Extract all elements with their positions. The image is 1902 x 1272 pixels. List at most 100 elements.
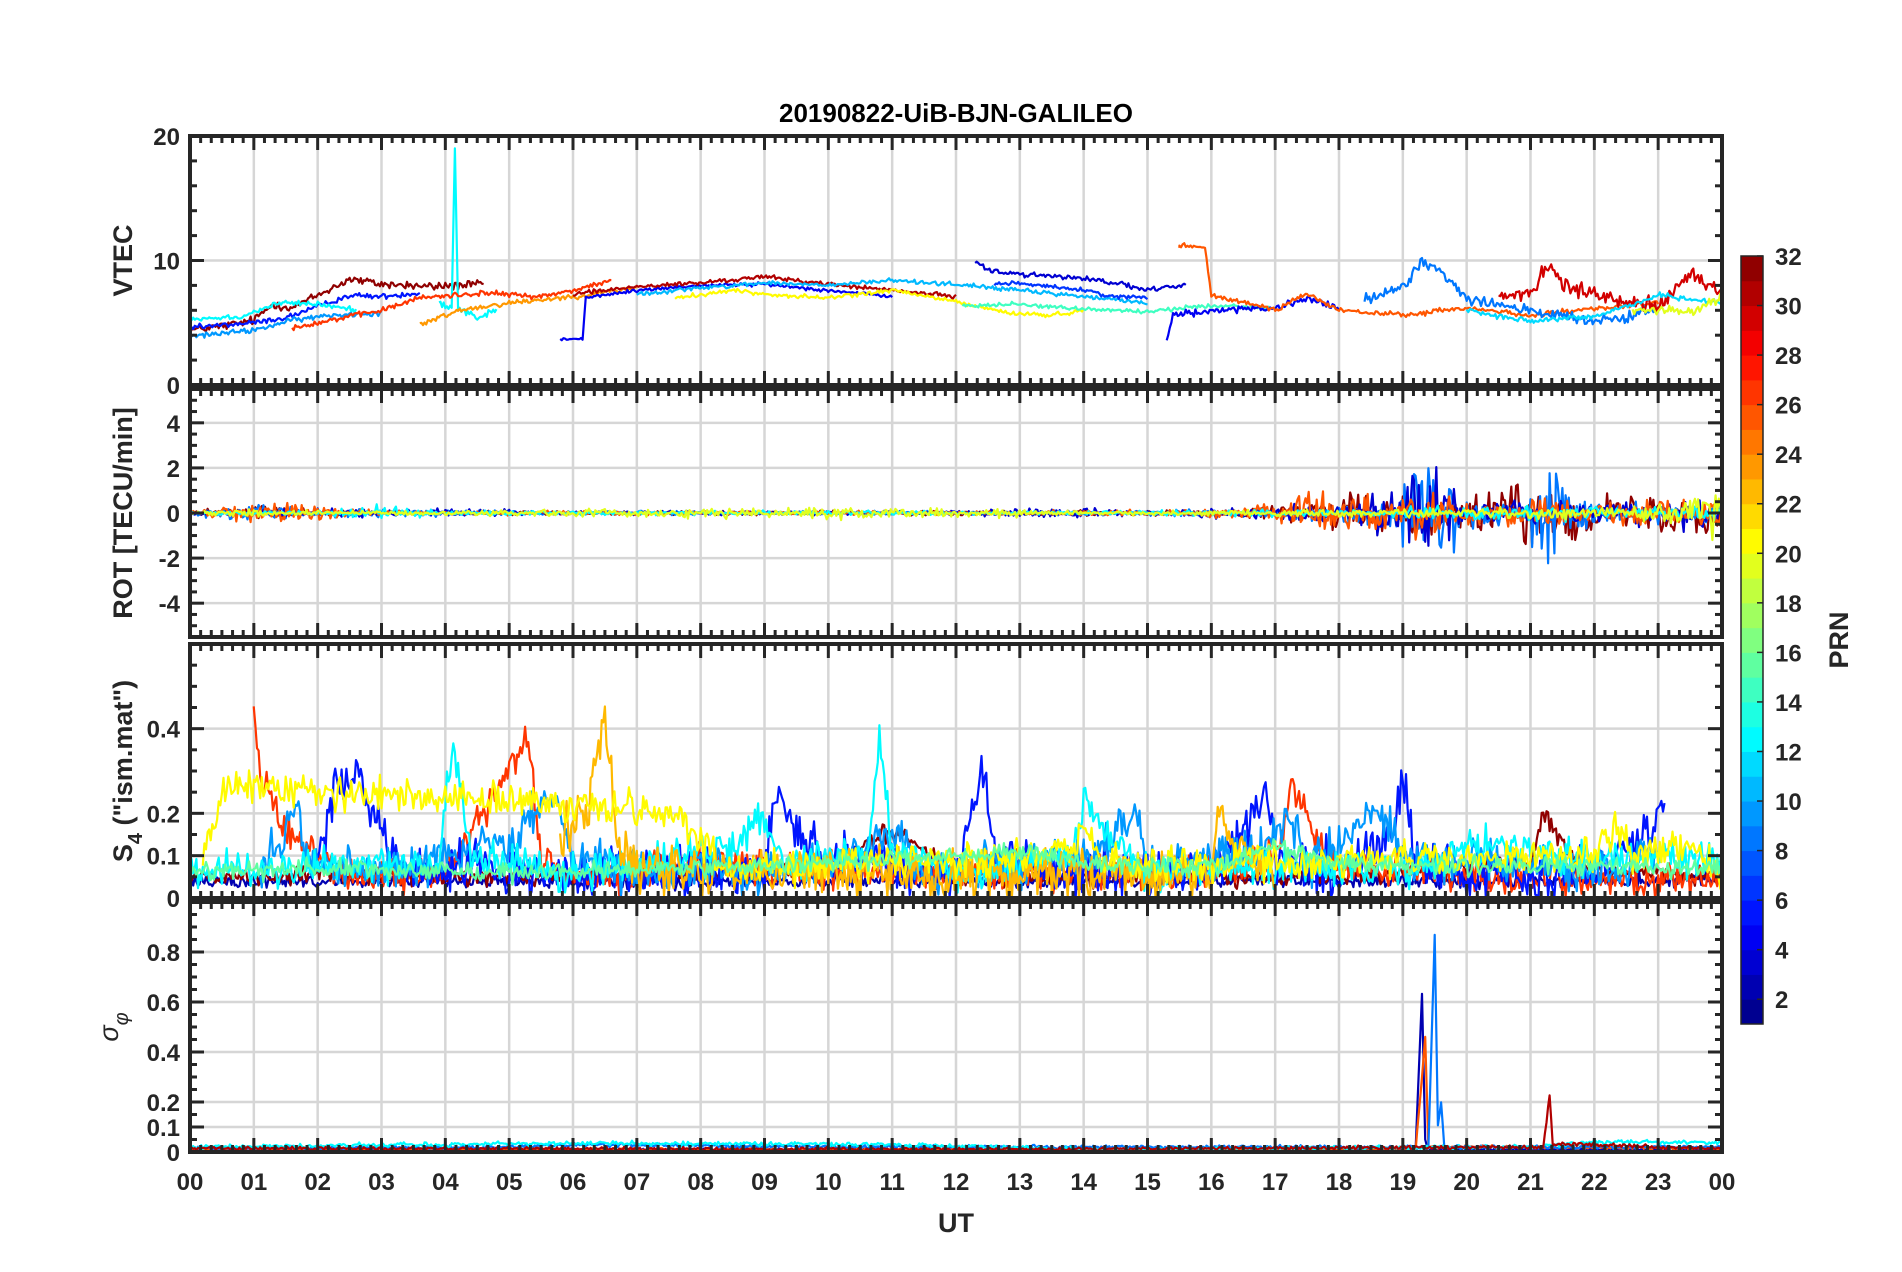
- x-tick-label: 11: [879, 1169, 904, 1196]
- y-tick-label: 20: [153, 124, 180, 151]
- colorbar-label: PRN: [1824, 611, 1854, 668]
- colorbar-tick-label: 26: [1775, 393, 1802, 420]
- colorbar-tick-label: 22: [1775, 492, 1802, 519]
- y-axis-label: ROT [TECU/min]: [108, 407, 138, 618]
- y-tick-label: -2: [159, 546, 180, 573]
- colorbar-segment: [1741, 355, 1763, 381]
- colorbar-segment: [1741, 999, 1763, 1025]
- series-line-prn-8: [1363, 256, 1659, 326]
- y-label-main: S: [108, 844, 138, 862]
- series-line-prn-15: [190, 838, 1722, 886]
- y-tick-label: 2: [167, 456, 180, 483]
- y-tick-label: 0.8: [147, 940, 180, 967]
- colorbar-segment: [1741, 578, 1763, 604]
- x-tick-label: 00: [1709, 1169, 1736, 1196]
- y-tick-label: 0.1: [147, 1115, 180, 1142]
- series-line-prn-12: [438, 147, 498, 321]
- y-tick-label: 0.6: [147, 990, 180, 1017]
- colorbar-tick-label: 32: [1775, 244, 1802, 271]
- colorbar-segment: [1741, 280, 1763, 307]
- axes-box: [188, 387, 1724, 639]
- series-line-prn-29: [1498, 263, 1722, 314]
- y-tick-label: 0.4: [147, 717, 181, 744]
- series-line-prn-11: [1465, 291, 1722, 324]
- x-tick-label: 00: [177, 1169, 204, 1196]
- series-line-prn-12: [190, 299, 357, 322]
- colorbar-segment: [1741, 776, 1763, 802]
- x-tick-label: 15: [1134, 1169, 1161, 1196]
- x-tick-label: 18: [1326, 1169, 1353, 1196]
- axis-ticks: [188, 387, 1724, 639]
- y-label-subscript: φ: [111, 1012, 133, 1025]
- y-tick-label: 10: [153, 249, 180, 276]
- x-tick-label: 22: [1581, 1169, 1608, 1196]
- x-tick-label: 21: [1517, 1169, 1544, 1196]
- x-tick-label: 01: [240, 1169, 267, 1196]
- series-line-prn-10: [636, 277, 1148, 306]
- panel-vtec: 0 10 20 VTEC: [108, 124, 1724, 400]
- colorbar-tick-label: 4: [1775, 938, 1789, 965]
- colorbar-segment: [1741, 726, 1763, 752]
- colorbar-segment: [1741, 850, 1763, 876]
- colorbar-tick-label: 18: [1775, 591, 1802, 618]
- x-tick-label: 05: [496, 1169, 523, 1196]
- x-tick-label: 23: [1645, 1169, 1672, 1196]
- colorbar-frame: [1740, 255, 1764, 1025]
- y-tick-label: 0: [167, 1140, 180, 1167]
- x-tick-label: 13: [1006, 1169, 1033, 1196]
- y-tick-label: 0: [167, 501, 180, 528]
- y-tick-label: 0: [167, 886, 180, 913]
- colorbar-segment: [1741, 429, 1763, 455]
- y-label-main: σ: [94, 1024, 124, 1042]
- colorbar-tick-label: 14: [1775, 690, 1802, 717]
- x-tick-label: 16: [1198, 1169, 1225, 1196]
- colorbar-segment: [1741, 974, 1763, 1000]
- colorbar-segment: [1741, 652, 1763, 678]
- x-tick-label: 19: [1389, 1169, 1416, 1196]
- axes-box: [188, 642, 1724, 900]
- x-tick-label: 09: [751, 1169, 778, 1196]
- colorbar-tick-label: 30: [1775, 294, 1802, 321]
- axis-ticks: [188, 900, 1724, 1154]
- colorbar-tick-label: 12: [1775, 739, 1802, 766]
- series-line-prn-3: [974, 260, 1187, 292]
- x-tick-label: 07: [623, 1169, 650, 1196]
- series-line-prn-23: [419, 285, 638, 327]
- x-tick-label: 06: [560, 1169, 587, 1196]
- colorbar-segment: [1741, 305, 1763, 331]
- colorbar-segment: [1741, 627, 1763, 653]
- series-line-prn-19: [1631, 292, 1722, 317]
- x-tick-label: 08: [687, 1169, 714, 1196]
- x-tick-label: 03: [368, 1169, 395, 1196]
- series-line-prn-19: [190, 494, 1722, 542]
- colorbar-tick-label: 10: [1775, 789, 1802, 816]
- panel-s4: 00.10.20.4S4 ("ism.mat"): [108, 642, 1724, 913]
- colorbar-segment: [1741, 677, 1763, 703]
- y-axis-label: VTEC: [108, 224, 138, 296]
- x-axis-label: UT: [938, 1208, 974, 1238]
- panel-sigma_phi: 00.10.2 0.4 0.6 0.8 σφ: [94, 900, 1724, 1167]
- x-tick-label: 17: [1262, 1169, 1289, 1196]
- colorbar-segment: [1741, 602, 1763, 629]
- colorbar-segment: [1741, 875, 1763, 901]
- series-line-prn-25: [1178, 242, 1660, 319]
- colorbar-segment: [1741, 801, 1763, 827]
- series-group: [190, 147, 1722, 342]
- colorbar-segment: [1741, 478, 1763, 505]
- colorbar-tick-label: 2: [1775, 987, 1788, 1014]
- series-line-prn-4: [1165, 295, 1340, 341]
- series-line-prn-26: [291, 278, 612, 332]
- colorbar-segment: [1741, 949, 1763, 975]
- series-line-prn-20: [201, 769, 1722, 890]
- colorbar-segment: [1741, 379, 1763, 406]
- colorbar-tick-label: 8: [1775, 839, 1788, 866]
- x-tick-label: 10: [815, 1169, 842, 1196]
- y-axis-label: σφ: [94, 1012, 133, 1041]
- colorbar-segment: [1741, 553, 1763, 579]
- colorbar-segment: [1741, 900, 1763, 926]
- series-line-prn-14: [961, 300, 1276, 315]
- colorbar-segment: [1741, 528, 1763, 554]
- colorbar-segment: [1741, 503, 1763, 530]
